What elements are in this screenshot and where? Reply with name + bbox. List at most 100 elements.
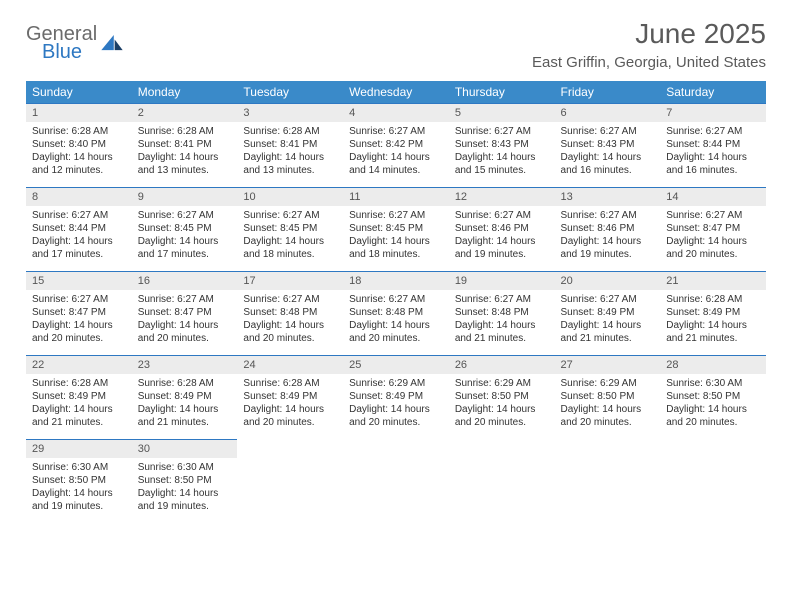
sunset-text: Sunset: 8:49 PM	[561, 306, 655, 319]
day-detail-cell: Sunrise: 6:28 AMSunset: 8:41 PMDaylight:…	[132, 122, 238, 188]
day-detail-cell	[343, 458, 449, 523]
daylight-text: Daylight: 14 hours	[349, 151, 443, 164]
sunrise-text: Sunrise: 6:27 AM	[138, 209, 232, 222]
day-detail-cell	[449, 458, 555, 523]
daylight-text: and 19 minutes.	[561, 248, 655, 261]
sunset-text: Sunset: 8:47 PM	[32, 306, 126, 319]
daylight-text: Daylight: 14 hours	[243, 235, 337, 248]
daylight-text: and 20 minutes.	[349, 332, 443, 345]
daylight-text: and 20 minutes.	[666, 248, 760, 261]
sunrise-text: Sunrise: 6:27 AM	[561, 293, 655, 306]
day-number-cell: 27	[555, 356, 661, 375]
daynum-row: 15161718192021	[26, 272, 766, 291]
daylight-text: and 20 minutes.	[455, 416, 549, 429]
sunset-text: Sunset: 8:46 PM	[561, 222, 655, 235]
sunrise-text: Sunrise: 6:27 AM	[243, 209, 337, 222]
sunrise-text: Sunrise: 6:27 AM	[455, 209, 549, 222]
sunset-text: Sunset: 8:47 PM	[666, 222, 760, 235]
daylight-text: and 17 minutes.	[32, 248, 126, 261]
daylight-text: and 21 minutes.	[32, 416, 126, 429]
day-number-cell: 30	[132, 440, 238, 459]
day-number-cell: 28	[660, 356, 766, 375]
daylight-text: Daylight: 14 hours	[455, 403, 549, 416]
detail-row: Sunrise: 6:28 AMSunset: 8:40 PMDaylight:…	[26, 122, 766, 188]
daylight-text: and 20 minutes.	[561, 416, 655, 429]
weekday-header: Wednesday	[343, 81, 449, 104]
day-number-cell: 12	[449, 188, 555, 207]
brand-text: General Blue	[26, 24, 97, 62]
sunrise-text: Sunrise: 6:28 AM	[666, 293, 760, 306]
day-number-cell	[237, 440, 343, 459]
daylight-text: and 14 minutes.	[349, 164, 443, 177]
daylight-text: and 21 minutes.	[561, 332, 655, 345]
day-detail-cell: Sunrise: 6:28 AMSunset: 8:41 PMDaylight:…	[237, 122, 343, 188]
sunset-text: Sunset: 8:49 PM	[138, 390, 232, 403]
day-number-cell	[660, 440, 766, 459]
day-number-cell: 22	[26, 356, 132, 375]
day-number-cell: 2	[132, 104, 238, 123]
calendar-table: Sunday Monday Tuesday Wednesday Thursday…	[26, 81, 766, 523]
daylight-text: and 20 minutes.	[32, 332, 126, 345]
day-detail-cell: Sunrise: 6:29 AMSunset: 8:50 PMDaylight:…	[449, 374, 555, 440]
sunrise-text: Sunrise: 6:28 AM	[243, 377, 337, 390]
day-detail-cell: Sunrise: 6:27 AMSunset: 8:47 PMDaylight:…	[132, 290, 238, 356]
brand-sail-icon	[101, 35, 123, 51]
daylight-text: and 18 minutes.	[243, 248, 337, 261]
day-number-cell: 21	[660, 272, 766, 291]
daylight-text: and 20 minutes.	[138, 332, 232, 345]
day-detail-cell: Sunrise: 6:27 AMSunset: 8:46 PMDaylight:…	[449, 206, 555, 272]
day-detail-cell: Sunrise: 6:29 AMSunset: 8:50 PMDaylight:…	[555, 374, 661, 440]
daylight-text: Daylight: 14 hours	[666, 403, 760, 416]
weekday-header: Tuesday	[237, 81, 343, 104]
day-detail-cell: Sunrise: 6:27 AMSunset: 8:49 PMDaylight:…	[555, 290, 661, 356]
sunset-text: Sunset: 8:41 PM	[243, 138, 337, 151]
daylight-text: and 19 minutes.	[138, 500, 232, 513]
day-number-cell	[343, 440, 449, 459]
day-detail-cell: Sunrise: 6:27 AMSunset: 8:44 PMDaylight:…	[26, 206, 132, 272]
daylight-text: Daylight: 14 hours	[138, 319, 232, 332]
sunrise-text: Sunrise: 6:28 AM	[138, 125, 232, 138]
daylight-text: Daylight: 14 hours	[32, 403, 126, 416]
sunrise-text: Sunrise: 6:30 AM	[666, 377, 760, 390]
daylight-text: Daylight: 14 hours	[561, 235, 655, 248]
sunrise-text: Sunrise: 6:29 AM	[349, 377, 443, 390]
day-detail-cell: Sunrise: 6:27 AMSunset: 8:42 PMDaylight:…	[343, 122, 449, 188]
daylight-text: Daylight: 14 hours	[32, 487, 126, 500]
sunrise-text: Sunrise: 6:27 AM	[32, 293, 126, 306]
daynum-row: 891011121314	[26, 188, 766, 207]
sunrise-text: Sunrise: 6:27 AM	[666, 125, 760, 138]
day-detail-cell: Sunrise: 6:28 AMSunset: 8:49 PMDaylight:…	[237, 374, 343, 440]
sunset-text: Sunset: 8:49 PM	[32, 390, 126, 403]
sunrise-text: Sunrise: 6:27 AM	[138, 293, 232, 306]
sunrise-text: Sunrise: 6:28 AM	[243, 125, 337, 138]
daylight-text: Daylight: 14 hours	[349, 235, 443, 248]
day-number-cell: 29	[26, 440, 132, 459]
day-detail-cell: Sunrise: 6:27 AMSunset: 8:45 PMDaylight:…	[343, 206, 449, 272]
daylight-text: Daylight: 14 hours	[349, 319, 443, 332]
sunrise-text: Sunrise: 6:28 AM	[32, 125, 126, 138]
sunset-text: Sunset: 8:50 PM	[561, 390, 655, 403]
daylight-text: Daylight: 14 hours	[561, 151, 655, 164]
day-number-cell: 9	[132, 188, 238, 207]
day-number-cell: 26	[449, 356, 555, 375]
day-detail-cell: Sunrise: 6:29 AMSunset: 8:49 PMDaylight:…	[343, 374, 449, 440]
day-detail-cell: Sunrise: 6:27 AMSunset: 8:44 PMDaylight:…	[660, 122, 766, 188]
daylight-text: and 18 minutes.	[349, 248, 443, 261]
day-detail-cell: Sunrise: 6:28 AMSunset: 8:49 PMDaylight:…	[132, 374, 238, 440]
daylight-text: Daylight: 14 hours	[455, 319, 549, 332]
sunrise-text: Sunrise: 6:27 AM	[561, 125, 655, 138]
sunrise-text: Sunrise: 6:27 AM	[349, 125, 443, 138]
daylight-text: and 16 minutes.	[561, 164, 655, 177]
daylight-text: Daylight: 14 hours	[243, 403, 337, 416]
weekday-header: Monday	[132, 81, 238, 104]
sunset-text: Sunset: 8:43 PM	[455, 138, 549, 151]
sunrise-text: Sunrise: 6:29 AM	[561, 377, 655, 390]
day-detail-cell: Sunrise: 6:27 AMSunset: 8:47 PMDaylight:…	[660, 206, 766, 272]
sunset-text: Sunset: 8:45 PM	[349, 222, 443, 235]
sunset-text: Sunset: 8:44 PM	[32, 222, 126, 235]
day-number-cell: 7	[660, 104, 766, 123]
daylight-text: Daylight: 14 hours	[243, 319, 337, 332]
sunrise-text: Sunrise: 6:27 AM	[243, 293, 337, 306]
day-number-cell: 1	[26, 104, 132, 123]
sunrise-text: Sunrise: 6:30 AM	[138, 461, 232, 474]
